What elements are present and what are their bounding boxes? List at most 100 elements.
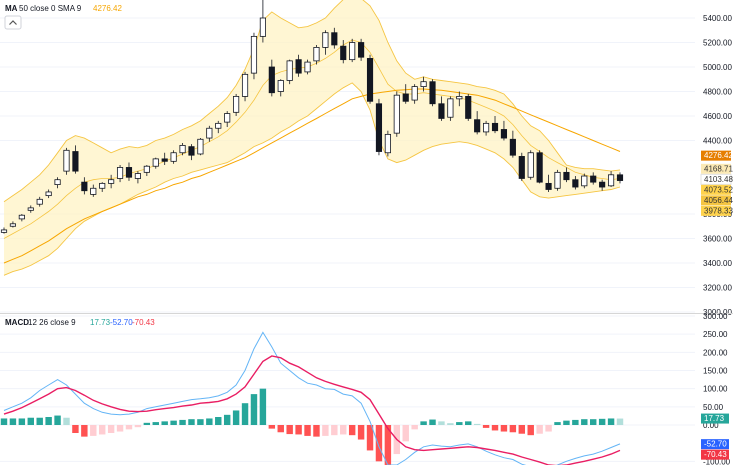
- macd-pane[interactable]: 300.00 250.00 200.00 150.00 100.00 50.00 0.00 -…: [0, 312, 731, 465]
- candle[interactable]: [536, 150, 543, 184]
- candle[interactable]: [206, 125, 213, 142]
- candle[interactable]: [286, 59, 293, 85]
- candle[interactable]: [375, 98, 383, 156]
- macd-histogram-bar: [563, 420, 570, 425]
- macd-histogram-bar: [322, 425, 329, 436]
- candle[interactable]: [599, 179, 606, 191]
- candle[interactable]: [411, 84, 418, 104]
- svg-text:4276.42: 4276.42: [704, 151, 733, 160]
- macd-histogram-bar: [259, 388, 267, 425]
- collapse-legend-button[interactable]: [4, 15, 22, 30]
- candle[interactable]: [179, 142, 186, 156]
- candle[interactable]: [500, 120, 508, 141]
- candle[interactable]: [45, 189, 52, 199]
- candle[interactable]: [143, 165, 150, 177]
- candle[interactable]: [420, 76, 427, 92]
- macd-histogram-bar: [536, 425, 543, 434]
- candle[interactable]: [233, 93, 240, 116]
- candle[interactable]: [268, 59, 275, 97]
- candle[interactable]: [18, 214, 25, 222]
- candle[interactable]: [63, 147, 70, 175]
- candle[interactable]: [491, 116, 499, 134]
- candle[interactable]: [215, 120, 222, 134]
- candle[interactable]: [429, 79, 436, 107]
- candle[interactable]: [161, 152, 168, 165]
- candle[interactable]: [295, 54, 302, 77]
- candle[interactable]: [581, 173, 588, 189]
- candle[interactable]: [527, 150, 534, 180]
- candle[interactable]: [0, 227, 8, 234]
- candle[interactable]: [250, 32, 258, 80]
- candle[interactable]: [393, 91, 400, 137]
- candle[interactable]: [134, 171, 141, 184]
- ma-legend[interactable]: MA 50 close 0 SMA 9 4276.42: [5, 4, 122, 13]
- candle[interactable]: [125, 162, 133, 181]
- macd-histogram-bar: [9, 418, 17, 425]
- macd-histogram-bar: [277, 425, 284, 433]
- candle[interactable]: [554, 169, 561, 191]
- macd-histogram-bar: [223, 414, 231, 425]
- candle[interactable]: [27, 205, 34, 213]
- candle[interactable]: [90, 184, 97, 197]
- candle[interactable]: [241, 71, 249, 102]
- candle[interactable]: [545, 174, 552, 192]
- candle[interactable]: [259, 0, 266, 43]
- candle[interactable]: [188, 144, 195, 161]
- candle[interactable]: [36, 196, 43, 207]
- price-tick-label: 4800.00: [703, 88, 732, 97]
- candle[interactable]: [384, 130, 391, 157]
- candle[interactable]: [474, 111, 481, 135]
- chevron-up-icon: [9, 20, 17, 25]
- candle[interactable]: [313, 44, 320, 65]
- candle[interactable]: [304, 59, 311, 75]
- candle[interactable]: [456, 91, 463, 107]
- candle[interactable]: [224, 111, 231, 128]
- macd-histogram-bar: [429, 419, 436, 425]
- candle[interactable]: [331, 27, 338, 49]
- candle[interactable]: [340, 40, 347, 64]
- macd-histogram-bar: [98, 425, 106, 435]
- macd-tick-label: 100.00: [703, 385, 728, 394]
- candle[interactable]: [607, 171, 615, 188]
- candle[interactable]: [349, 38, 356, 63]
- macd-histogram-bar: [188, 419, 195, 425]
- candle[interactable]: [9, 221, 17, 228]
- price-tick-label: 3600.00: [703, 235, 732, 244]
- candle[interactable]: [438, 96, 445, 121]
- candle[interactable]: [616, 172, 624, 184]
- ma-legend-name: MA: [5, 4, 18, 13]
- candle[interactable]: [447, 96, 454, 121]
- candle[interactable]: [197, 138, 204, 156]
- candle[interactable]: [483, 120, 490, 136]
- candle[interactable]: [81, 177, 88, 195]
- candle[interactable]: [152, 157, 159, 169]
- candle[interactable]: [116, 165, 124, 183]
- macd-legend[interactable]: MACD 12 26 close 9 17.73 -52.70 -70.43: [5, 318, 155, 327]
- macd-histogram-bar: [348, 425, 356, 436]
- macd-histogram-bar: [161, 421, 168, 425]
- macd-histogram-bar: [607, 418, 615, 425]
- macd-histogram-bar: [72, 425, 79, 433]
- candle[interactable]: [366, 54, 374, 104]
- price-tick-label: 3400.00: [703, 259, 732, 268]
- candle[interactable]: [54, 177, 61, 189]
- price-pane[interactable]: 5400.00 5200.00 5000.00 4800.00 4600.00 4400.…: [0, 0, 733, 317]
- macd-legend-name: MACD: [5, 318, 29, 327]
- candle[interactable]: [572, 176, 579, 190]
- candle[interactable]: [590, 172, 597, 185]
- macd-legend-macd: -52.70: [110, 318, 133, 327]
- candle[interactable]: [509, 130, 516, 158]
- candle[interactable]: [108, 174, 115, 189]
- candle[interactable]: [518, 152, 525, 181]
- candle[interactable]: [277, 79, 284, 97]
- bollinger-upper-line: [3, 0, 621, 203]
- candle[interactable]: [465, 93, 472, 121]
- candle[interactable]: [322, 30, 329, 55]
- candle[interactable]: [402, 84, 409, 104]
- candle[interactable]: [99, 182, 106, 192]
- candle[interactable]: [170, 150, 177, 164]
- candle[interactable]: [72, 145, 79, 174]
- candle[interactable]: [358, 38, 365, 61]
- candle[interactable]: [563, 167, 570, 183]
